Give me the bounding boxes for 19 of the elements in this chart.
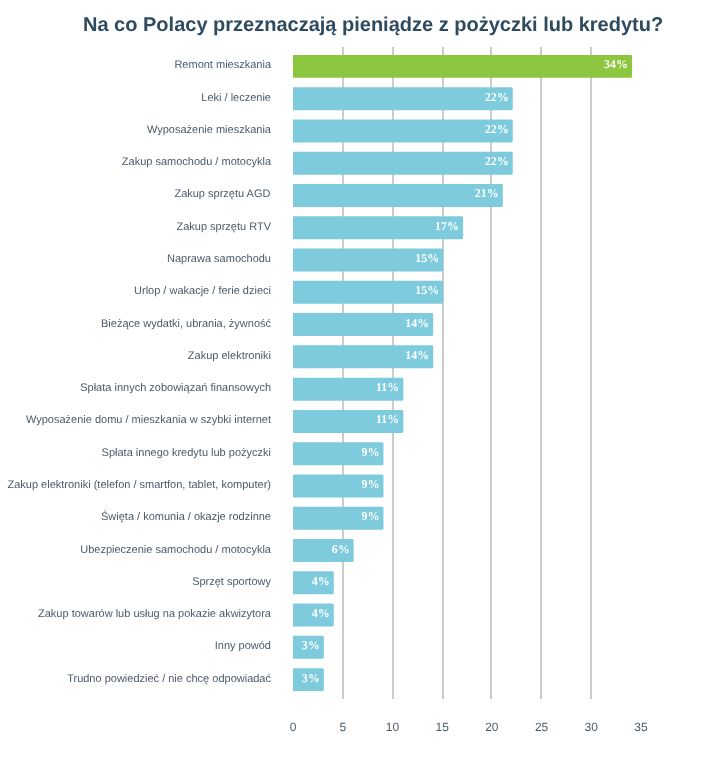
bar: [293, 539, 354, 563]
bar: [293, 151, 513, 175]
bar: [293, 506, 384, 530]
bar: [293, 54, 633, 78]
bar: [293, 183, 503, 207]
bar: [293, 87, 513, 111]
bar: [293, 345, 434, 369]
bar: [293, 474, 384, 498]
bar: [293, 442, 384, 466]
chart-title: Na co Polacy przeznaczają pieniądze z pożyczki lub kredytu?: [83, 15, 664, 37]
bar: [293, 377, 404, 401]
bar: [293, 248, 444, 272]
bar: [293, 603, 334, 627]
bar: [293, 571, 334, 595]
bar: [293, 119, 513, 143]
bar: [293, 280, 444, 304]
bar: [293, 409, 404, 433]
bar: [293, 313, 434, 337]
bar: [293, 216, 464, 240]
